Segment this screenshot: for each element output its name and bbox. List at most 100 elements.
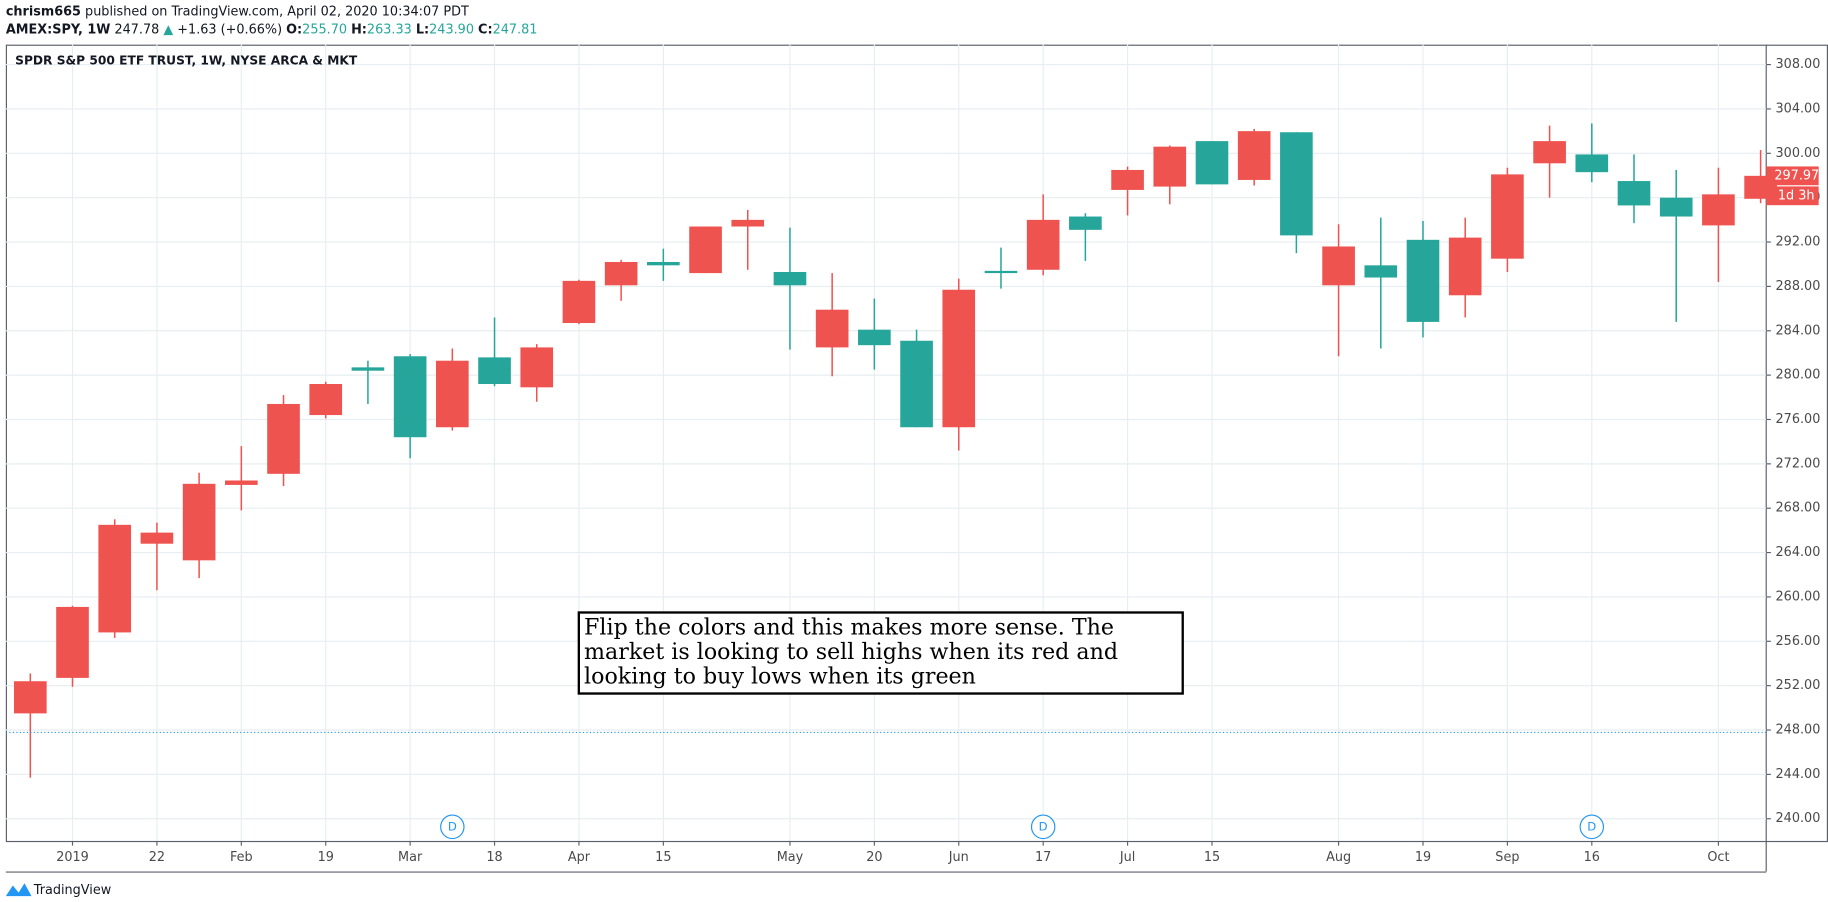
ohlc-value: 247.81 — [493, 22, 538, 37]
dividend-marker — [1030, 814, 1056, 840]
candle-body — [773, 271, 807, 286]
countdown-label: 1d 3h — [1778, 188, 1815, 203]
y-tick-label: 264.00 — [1776, 545, 1821, 560]
candle-body — [56, 606, 89, 678]
candle-body — [140, 532, 174, 544]
ohlc-label: C: — [478, 22, 493, 37]
change: +1.63 (+0.66%) — [177, 22, 282, 37]
candle-body — [942, 289, 976, 428]
x-tick-label: Aug — [1326, 850, 1351, 865]
annotation-box — [577, 611, 1184, 695]
candle-body — [1406, 239, 1440, 322]
annotation-line: looking to buy lows when its green — [584, 664, 976, 690]
y-tick-label: 252.00 — [1776, 678, 1821, 693]
x-tick-label: 2019 — [56, 850, 89, 865]
x-tick-label: Jul — [1119, 850, 1135, 865]
x-tick-label: 15 — [1204, 850, 1220, 865]
x-tick-label: 18 — [486, 850, 502, 865]
candle-body — [309, 383, 343, 416]
candle-body — [1322, 246, 1355, 286]
y-tick-label: 304.00 — [1776, 101, 1821, 116]
x-tick-label: Jun — [948, 850, 969, 865]
y-tick-label: 288.00 — [1776, 279, 1821, 294]
candle-body — [1280, 132, 1313, 236]
candle-body — [478, 357, 511, 384]
price: 247.78 — [114, 22, 159, 37]
candle-body — [1491, 174, 1524, 259]
y-tick-label: 292.00 — [1776, 235, 1821, 250]
annotation-line: Flip the colors and this makes more sens… — [584, 614, 1114, 640]
candle-body — [1702, 194, 1735, 226]
y-tick-label: 244.00 — [1776, 767, 1821, 782]
symbol: AMEX:SPY, 1W — [6, 22, 111, 37]
y-tick-label: 272.00 — [1776, 456, 1821, 471]
candle-body — [351, 367, 385, 371]
ohlc-value: 243.90 — [429, 22, 474, 37]
candle-body — [98, 524, 132, 633]
candle-body — [1111, 169, 1144, 190]
x-tick-label: 22 — [149, 850, 165, 865]
y-tick-label: 268.00 — [1776, 501, 1821, 516]
header-line: chrism665 published on TradingView.com, … — [6, 4, 469, 19]
candle-body — [562, 280, 596, 324]
candle-body — [393, 356, 427, 438]
candle-body — [13, 681, 47, 714]
candle-body — [267, 403, 300, 474]
ohlc-label: L: — [416, 22, 429, 37]
countdown-tag — [1766, 186, 1819, 206]
y-tick-label: 300.00 — [1776, 146, 1821, 161]
brand: TradingView — [33, 883, 111, 898]
header-quote: AMEX:SPY, 1W 247.78 ▲ +1.63 (+0.66%) O:2… — [6, 22, 538, 37]
candle-body — [647, 262, 680, 266]
candle-body — [689, 226, 722, 274]
chart-frame — [5, 44, 1828, 843]
x-tick-label: May — [777, 850, 804, 865]
x-tick-label: Mar — [398, 850, 423, 865]
candle-body — [1617, 181, 1651, 206]
dividend-marker — [1579, 814, 1605, 840]
candle-body — [1533, 141, 1566, 164]
x-tick-label: 19 — [1415, 850, 1431, 865]
ohlc-label: H: — [351, 22, 367, 37]
x-tick-label: Apr — [568, 850, 591, 865]
y-tick-label: 308.00 — [1776, 57, 1821, 72]
last-price-tag — [1766, 166, 1819, 186]
x-tick-label: 19 — [318, 850, 334, 865]
candle-body — [225, 480, 258, 485]
x-tick-label: Sep — [1495, 850, 1519, 865]
candle-body — [1237, 131, 1271, 180]
candle-body — [1069, 216, 1102, 230]
y-tick-label: 248.00 — [1776, 722, 1821, 737]
author: chrism665 — [6, 4, 81, 19]
x-tick-label: 17 — [1035, 850, 1051, 865]
y-tick-label: 276.00 — [1776, 412, 1821, 427]
candle-body — [1575, 154, 1609, 173]
candle-body — [1153, 146, 1187, 187]
x-tick-label: Oct — [1707, 850, 1729, 865]
candle-body — [436, 360, 469, 428]
y-tick-label: 260.00 — [1776, 589, 1821, 604]
dividend-marker — [440, 814, 465, 840]
candle-body — [815, 309, 849, 348]
ohlc-value: 255.70 — [302, 22, 347, 37]
annotation: Flip the colors and this makes more sens… — [584, 614, 1118, 689]
x-tick-label: Feb — [230, 850, 253, 865]
candle-body — [1026, 219, 1060, 270]
candle-body — [520, 347, 554, 388]
annotation-line: market is looking to sell highs when its… — [584, 639, 1118, 665]
candle-body — [1659, 197, 1693, 217]
candle-body — [858, 329, 891, 346]
ohlc-label: O: — [286, 22, 302, 37]
dividend-label: D — [1587, 819, 1596, 833]
x-tick-label: 20 — [866, 850, 882, 865]
candle-body — [731, 219, 765, 227]
ohlc-value: 263.33 — [367, 22, 412, 37]
candle-body — [1195, 141, 1229, 185]
y-tick-label: 256.00 — [1776, 634, 1821, 649]
dividend-label: D — [1039, 819, 1048, 833]
last-price-label: 297.97 — [1774, 168, 1819, 183]
candle-body — [1448, 237, 1482, 296]
chart-title: SPDR S&P 500 ETF TRUST, 1W, NYSE ARCA & … — [15, 54, 358, 68]
candle-body — [984, 270, 1018, 274]
